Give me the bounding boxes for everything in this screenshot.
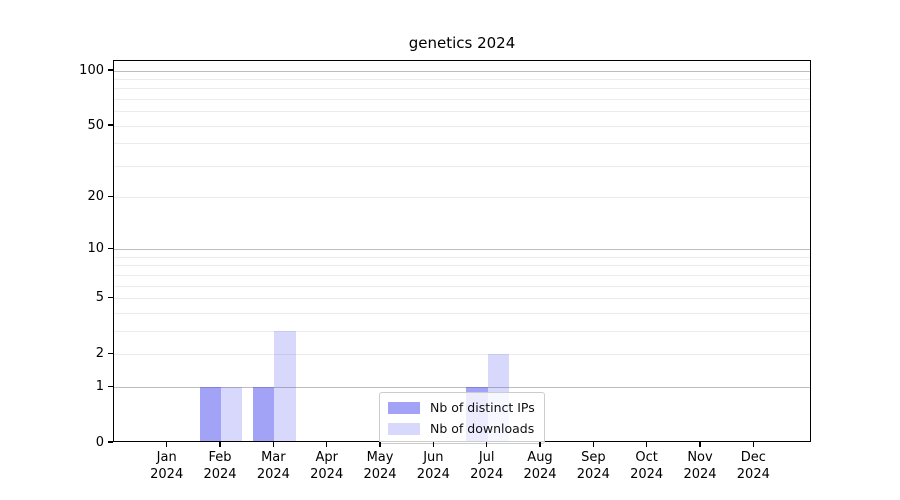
x-axis-tick [432,442,434,447]
bar-distinct-ips-mar [253,387,275,442]
x-axis-tick [699,442,701,447]
minor-gridline [114,165,810,167]
minor-gridline [114,197,810,199]
x-axis-tick [166,442,168,447]
major-gridline [114,70,810,72]
x-axis-tick [752,442,754,447]
minor-gridline [114,125,810,127]
minor-gridline [114,111,810,113]
x-axis-tick [326,442,328,447]
x-axis-tick [592,442,594,447]
bar-distinct-ips-feb [199,387,222,442]
minor-gridline [114,298,810,300]
y-axis-tick [108,69,113,71]
minor-gridline [114,265,810,267]
y-axis-tick [108,248,113,250]
minor-gridline [114,78,810,80]
y-tick-label: 2 [95,345,104,361]
chart-title: genetics 2024 [408,34,516,52]
x-axis-tick [272,442,274,447]
x-tick-label: Mar 2024 [256,450,290,482]
x-tick-label: Nov 2024 [683,450,717,482]
legend-label-distinct-ips: Nb of distinct IPs [430,400,535,415]
legend-label-downloads: Nb of downloads [430,421,535,436]
legend-item-distinct-ips: Nb of distinct IPs [388,398,535,417]
x-axis-tick [539,442,541,447]
y-tick-label: 50 [87,117,104,133]
minor-gridline [114,274,810,276]
x-axis-tick [486,442,488,447]
y-axis-tick [108,124,113,126]
minor-gridline [114,98,810,100]
y-axis-tick [108,195,113,198]
legend-item-downloads: Nb of downloads [388,419,535,438]
x-axis-tick [379,442,381,447]
minor-gridline [114,330,810,332]
minor-gridline [114,88,810,90]
y-axis-tick [108,352,113,355]
x-axis-tick [646,442,648,447]
minor-gridline [114,256,810,258]
bar-downloads-feb [221,387,243,442]
y-tick-label: 1 [95,378,104,394]
x-tick-label: Sep 2024 [576,450,610,482]
x-tick-label: Jul 2024 [470,450,504,482]
plot-area: Nb of distinct IPs Nb of downloads [113,60,811,444]
x-tick-label: Jan 2024 [150,450,184,482]
minor-gridline [114,143,810,145]
x-axis-tick [219,442,221,447]
y-tick-label: 5 [95,290,104,306]
x-tick-label: Aug 2024 [523,450,557,482]
bar-downloads-mar [274,331,296,442]
legend: Nb of distinct IPs Nb of downloads [379,392,545,444]
x-tick-label: May 2024 [363,450,397,482]
minor-gridline [114,312,810,314]
x-tick-label: Jun 2024 [416,450,450,482]
y-axis-tick [108,296,113,299]
major-gridline [114,386,810,388]
x-tick-label: Feb 2024 [203,450,237,482]
y-tick-label: 20 [87,189,104,205]
minor-gridline [114,285,810,287]
legend-swatch-downloads-icon [388,422,420,435]
y-tick-label: 10 [87,241,104,257]
x-tick-label: Dec 2024 [736,450,770,482]
major-gridline [114,249,810,251]
legend-swatch-distinct-ips-icon [388,401,420,414]
x-tick-label: Oct 2024 [630,450,664,482]
y-tick-label: 0 [95,434,104,450]
y-axis-tick [108,385,113,387]
minor-gridline [114,353,810,355]
y-axis-tick [108,441,113,443]
x-tick-label: Apr 2024 [310,450,344,482]
y-tick-label: 100 [79,62,104,78]
